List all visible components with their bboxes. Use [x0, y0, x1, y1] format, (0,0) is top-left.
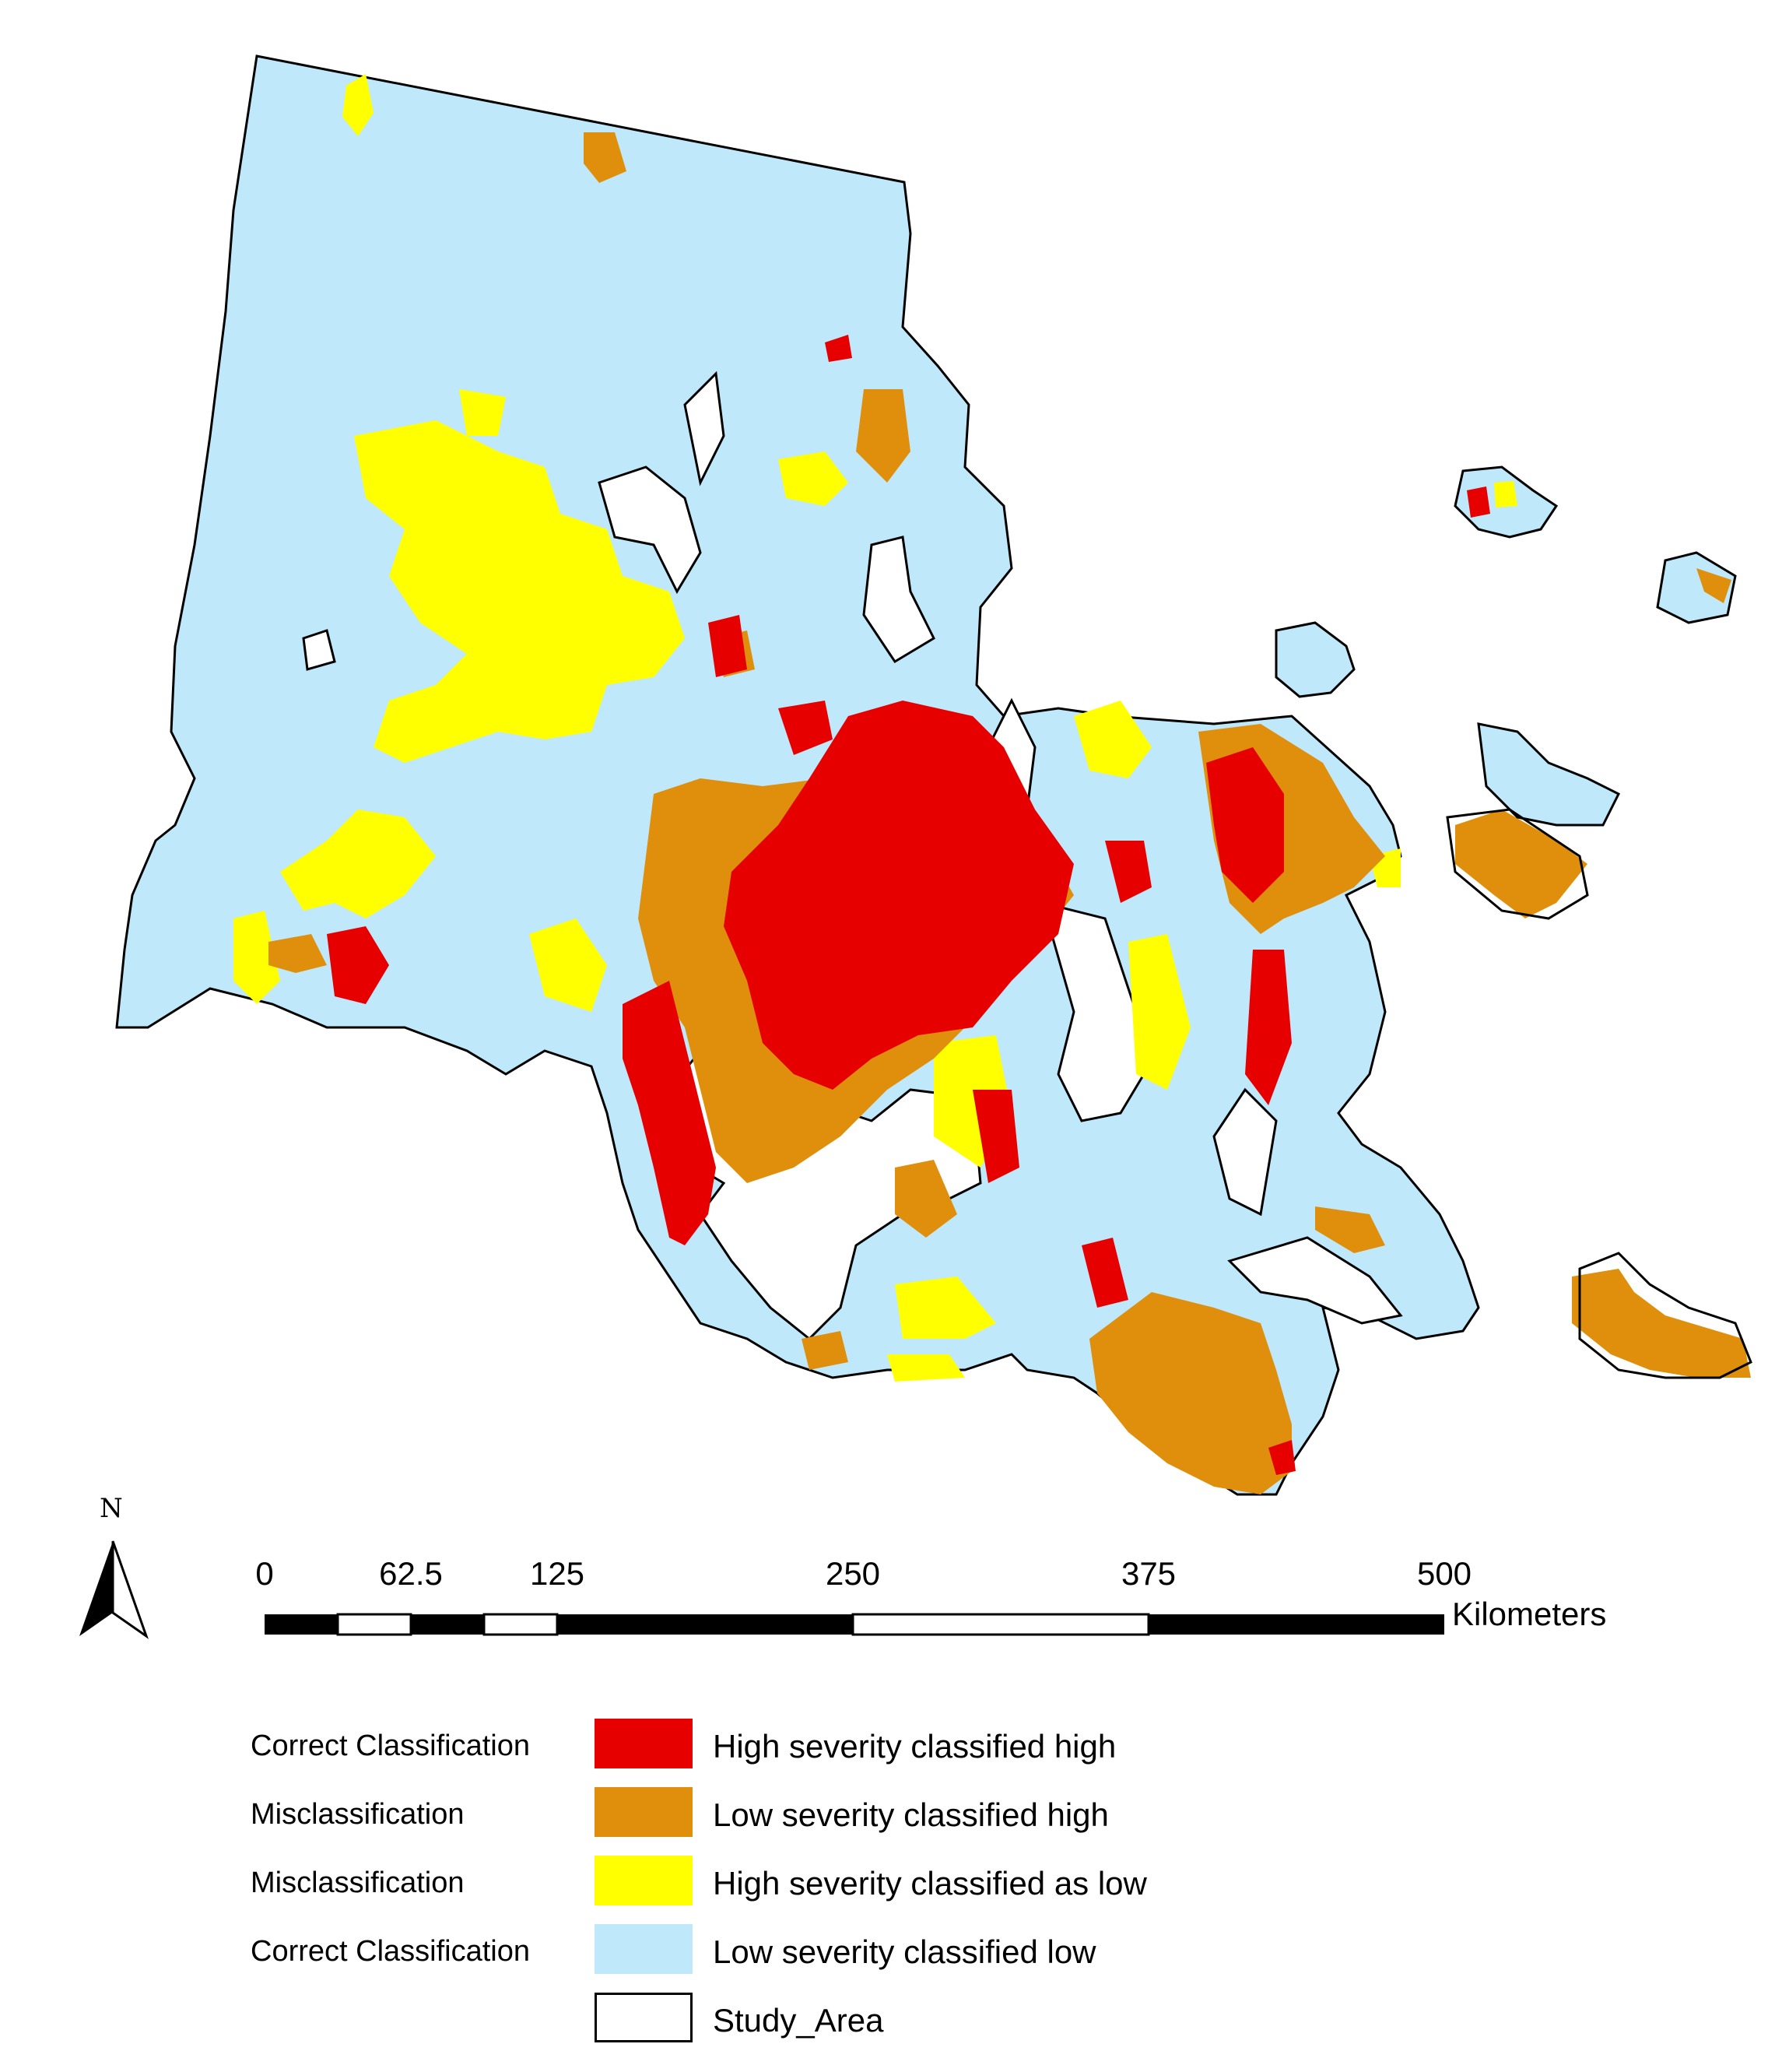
yellow-patch	[895, 1277, 996, 1339]
study-area-hole-3	[862, 536, 935, 664]
scale-tick-label: 375	[1121, 1555, 1177, 1592]
scale-tick-label: 500	[1416, 1555, 1472, 1592]
red-patch	[1105, 841, 1152, 903]
red-patch	[1082, 1238, 1128, 1308]
scale-bar-segment	[482, 1613, 559, 1636]
legend-group-label: Correct Classification	[251, 1730, 530, 1762]
legend-swatch-study-area	[595, 1993, 693, 2042]
yellow-patch	[280, 809, 436, 918]
north-label: N	[100, 1493, 123, 1524]
orange-patch	[1315, 1206, 1385, 1253]
legend-item: Misclassification High severity classifi…	[0, 1856, 1323, 1907]
study-area-hole-1	[598, 465, 702, 595]
red-patch	[724, 701, 1074, 1090]
red-patch	[623, 981, 716, 1245]
island-features	[1275, 465, 1752, 1379]
legend-swatch-high-low	[595, 1856, 693, 1905]
island-2-orange	[1696, 568, 1731, 603]
red-patch	[1206, 747, 1284, 903]
study-area-hole-8	[1227, 1236, 1403, 1325]
island-4	[1477, 722, 1621, 827]
scale-tick-label: 250	[825, 1555, 881, 1592]
legend-group-label: Correct Classification	[251, 1935, 530, 1968]
island-2	[1656, 551, 1737, 624]
red-patch	[973, 1090, 1019, 1183]
orange-patch	[802, 1331, 848, 1370]
yellow-patch	[459, 389, 506, 436]
yellow-patch	[529, 918, 607, 1012]
orange-patch	[895, 1160, 957, 1238]
legend-item-label: Low severity classified low	[713, 1933, 1096, 1970]
orange-patch	[1455, 809, 1587, 918]
study-area-hole-2	[683, 371, 725, 486]
study-area-hole-7	[1212, 1087, 1278, 1217]
yellow-patch	[233, 911, 280, 1004]
orange-patch	[1089, 1292, 1292, 1494]
scale-bar-segment	[265, 1614, 338, 1635]
red-patch	[1268, 1440, 1296, 1475]
north-arrow-icon	[79, 1540, 149, 1639]
legend-item: Correct Classification Low severity clas…	[0, 1924, 1323, 1975]
yellow-patch	[354, 420, 685, 763]
scale-bar-segment	[336, 1613, 412, 1636]
yellow-patch	[887, 1354, 965, 1382]
legend-item-label: High severity classified high	[713, 1728, 1117, 1765]
yellow-patch	[1128, 934, 1191, 1090]
legend-swatch-high-high	[595, 1719, 693, 1768]
orange-patch	[584, 132, 626, 183]
yellow-zones	[233, 74, 1401, 1382]
scale-unit-label: Kilometers	[1452, 1596, 1607, 1632]
legend-group-label: Misclassification	[251, 1798, 465, 1831]
scale-bar-segment	[851, 1613, 1150, 1636]
scale-tick-label: 0	[255, 1555, 274, 1592]
legend-group-label: Misclassification	[251, 1867, 465, 1899]
red-patch	[778, 701, 833, 755]
red-patch	[708, 615, 747, 677]
orange-patch	[856, 389, 910, 483]
scale-bar-segment	[411, 1614, 484, 1635]
orange-patch	[1572, 1269, 1751, 1378]
orange-patch	[268, 934, 327, 973]
legend-item: Misclassification Low severity classifie…	[0, 1787, 1323, 1838]
scale-bar	[265, 1613, 1444, 1636]
red-patch	[1245, 950, 1292, 1105]
island-6	[1446, 808, 1589, 920]
red-zones	[327, 335, 1296, 1475]
study-area-hole-9	[302, 629, 336, 671]
island-5	[1578, 1252, 1752, 1379]
scale-tick-label: 125	[529, 1555, 585, 1592]
legend-swatch-low-low	[595, 1924, 693, 1974]
scale-tick-label: 62.5	[379, 1555, 443, 1592]
yellow-patch	[778, 451, 848, 506]
scale-bar-segment	[1149, 1614, 1444, 1635]
legend-item-label: Low severity classified high	[713, 1796, 1109, 1833]
yellow-patch	[1074, 701, 1152, 778]
legend-item-label: Study_Area	[713, 2002, 884, 2039]
red-patch	[825, 335, 852, 362]
island-1-red	[1467, 486, 1490, 518]
scale-bar-segment	[557, 1614, 853, 1635]
island-1-yellow	[1494, 481, 1517, 507]
legend-item-label: High severity classified as low	[713, 1865, 1147, 1902]
island-3	[1275, 621, 1356, 698]
legend-swatch-low-high	[595, 1787, 693, 1837]
yellow-patch	[342, 74, 374, 136]
study-area-hole-6	[1040, 901, 1145, 1122]
legend-item: Correct Classification High severity cla…	[0, 1719, 1323, 1770]
legend-item: Study_Area	[0, 1993, 1323, 2044]
red-patch	[327, 926, 389, 1004]
